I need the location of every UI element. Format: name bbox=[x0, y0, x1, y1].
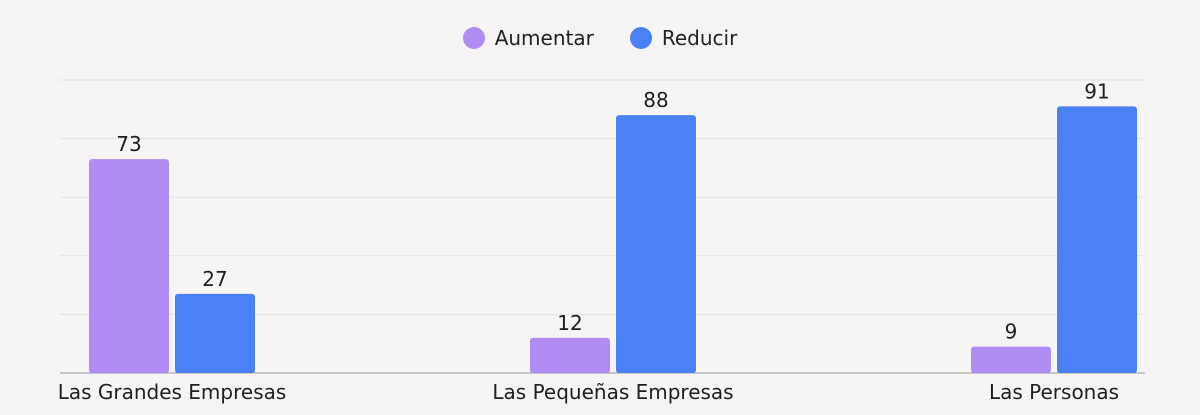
legend-swatch-aumentar bbox=[462, 27, 485, 49]
bar-aumentar-3 bbox=[971, 346, 1051, 373]
legend-swatch-reducir bbox=[629, 27, 652, 49]
x-tick-label-3: Las Personas bbox=[989, 380, 1119, 404]
data-label-reducir-3: 91 bbox=[1084, 79, 1109, 103]
chart-legend: Aumentar Reducir bbox=[0, 26, 1200, 50]
bar-reducir-1 bbox=[175, 293, 255, 373]
bar-reducir-3 bbox=[1057, 106, 1137, 374]
data-label-aumentar-3: 9 bbox=[1005, 320, 1018, 344]
bar-aumentar-1 bbox=[89, 159, 169, 373]
data-label-aumentar-2: 12 bbox=[557, 311, 582, 335]
bar-reducir-2 bbox=[616, 115, 696, 373]
data-label-aumentar-1: 73 bbox=[116, 132, 141, 156]
legend-item-aumentar: Aumentar bbox=[462, 26, 594, 50]
data-label-reducir-1: 27 bbox=[202, 267, 227, 291]
legend-item-reducir: Reducir bbox=[629, 26, 738, 50]
x-tick-label-1: Las Grandes Empresas bbox=[58, 380, 287, 404]
legend-label-reducir: Reducir bbox=[661, 26, 738, 50]
x-tick-label-2: Las Pequeñas Empresas bbox=[492, 380, 733, 404]
data-label-reducir-2: 88 bbox=[643, 88, 668, 112]
legend-label-aumentar: Aumentar bbox=[494, 26, 594, 50]
bar-aumentar-2 bbox=[530, 337, 610, 373]
